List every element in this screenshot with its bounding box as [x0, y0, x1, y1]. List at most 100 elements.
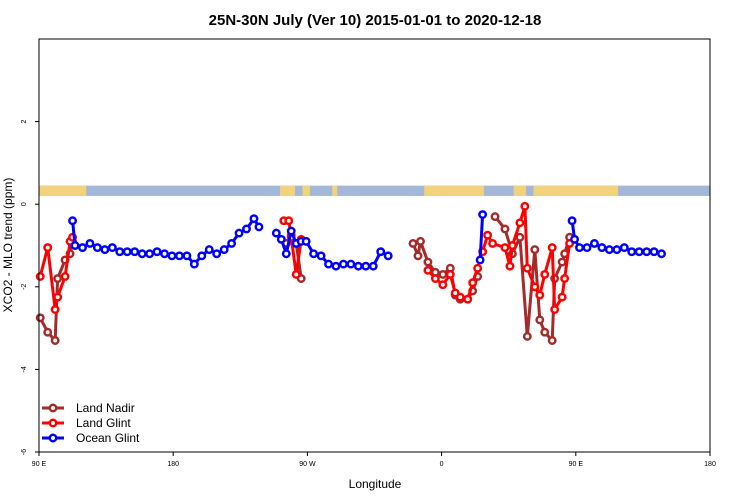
data-point [281, 249, 291, 259]
x-tick-label: 90 W [299, 461, 316, 468]
data-point [78, 243, 87, 253]
data-point [316, 251, 326, 261]
y-axis: -6 -4 -2 0 2 [21, 120, 39, 455]
data-point [137, 249, 147, 259]
data-point [286, 226, 296, 236]
x-tick-label: 180 [167, 461, 179, 468]
data-point [115, 247, 125, 257]
data-point [515, 232, 525, 242]
data-point [463, 294, 473, 304]
data-point [122, 247, 132, 257]
data-point [145, 249, 155, 259]
data-point [550, 305, 560, 314]
data-point [53, 292, 63, 302]
land-band-0 [39, 185, 87, 196]
data-point [657, 249, 666, 259]
data-point [589, 238, 599, 248]
plot-frame [38, 38, 711, 453]
legend-label: Land Glint [76, 416, 131, 430]
land-band-1 [280, 185, 295, 196]
data-point [212, 249, 222, 259]
series-land-nadir [35, 212, 575, 345]
data-point [346, 259, 356, 269]
data-point [423, 265, 433, 275]
data-point [567, 216, 577, 226]
data-point [383, 251, 393, 261]
data-point [130, 247, 140, 257]
data-point [227, 238, 237, 248]
ocean-band [39, 185, 710, 196]
data-point [68, 216, 78, 226]
y-tick-label: 2 [21, 120, 28, 124]
data-point [152, 247, 162, 257]
series-ocean-glint [68, 210, 666, 271]
data-point [43, 243, 53, 253]
data-point [520, 201, 530, 211]
data-point [560, 274, 570, 283]
data-point [284, 216, 294, 226]
data-point [515, 218, 525, 228]
y-tick-label: 0 [21, 202, 28, 206]
data-point [85, 238, 95, 248]
data-point [500, 224, 510, 234]
legend-label: Land Nadir [76, 401, 135, 415]
data-point [627, 247, 637, 257]
data-point [50, 305, 60, 314]
data-point [649, 247, 659, 257]
data-point [408, 238, 418, 248]
y-tick-label: -4 [21, 366, 28, 372]
y-tick-label: -6 [21, 449, 28, 455]
land-band-6 [533, 185, 619, 196]
data-point [249, 214, 259, 224]
data-point [331, 261, 341, 271]
x-tick-label: 180 [704, 461, 716, 468]
y-tick-label: -2 [21, 284, 28, 290]
data-point [182, 251, 192, 261]
data-point [597, 243, 607, 253]
data-point [505, 261, 515, 271]
data-point [540, 269, 550, 279]
data-point [271, 228, 281, 238]
data-point [430, 274, 440, 283]
data-point [619, 243, 629, 253]
data-point [438, 280, 448, 290]
land-band-4 [424, 185, 484, 196]
data-point [376, 247, 386, 257]
data-point [92, 243, 102, 253]
data-point [35, 272, 45, 281]
data-point [368, 261, 378, 271]
data-point [634, 247, 644, 257]
land-band-2 [302, 185, 310, 196]
data-point [475, 255, 485, 265]
data-point [522, 331, 532, 341]
data-point [490, 212, 500, 222]
series-land-glint [35, 201, 575, 314]
data-point [522, 263, 532, 273]
data-point [291, 269, 301, 279]
y-axis-label: XCO2 - MLO trend (ppm) [1, 178, 15, 313]
data-point [557, 292, 567, 302]
data-point [483, 230, 493, 240]
data-point [35, 313, 45, 323]
data-point [60, 272, 70, 281]
data-point [197, 251, 207, 261]
x-axis: 90 E 180 90 W 0 90 E 180 [32, 452, 716, 468]
data-point [468, 278, 478, 288]
data-point [488, 238, 497, 248]
data-point [535, 315, 545, 325]
legend-swatch-marker [48, 403, 58, 413]
x-axis-label: Longitude [349, 477, 402, 491]
chart-title: 25N-30N July (Ver 10) 2015-01-01 to 2020… [209, 12, 542, 29]
data-point [530, 282, 540, 292]
land-ocean-strip [39, 185, 710, 196]
data-point [423, 257, 433, 267]
series-line [478, 214, 485, 261]
data-point [547, 336, 557, 345]
data-point [174, 251, 184, 261]
legend-swatch-marker [48, 418, 58, 428]
land-band-5 [513, 185, 527, 196]
data-point [478, 210, 488, 219]
data-point [416, 236, 425, 246]
